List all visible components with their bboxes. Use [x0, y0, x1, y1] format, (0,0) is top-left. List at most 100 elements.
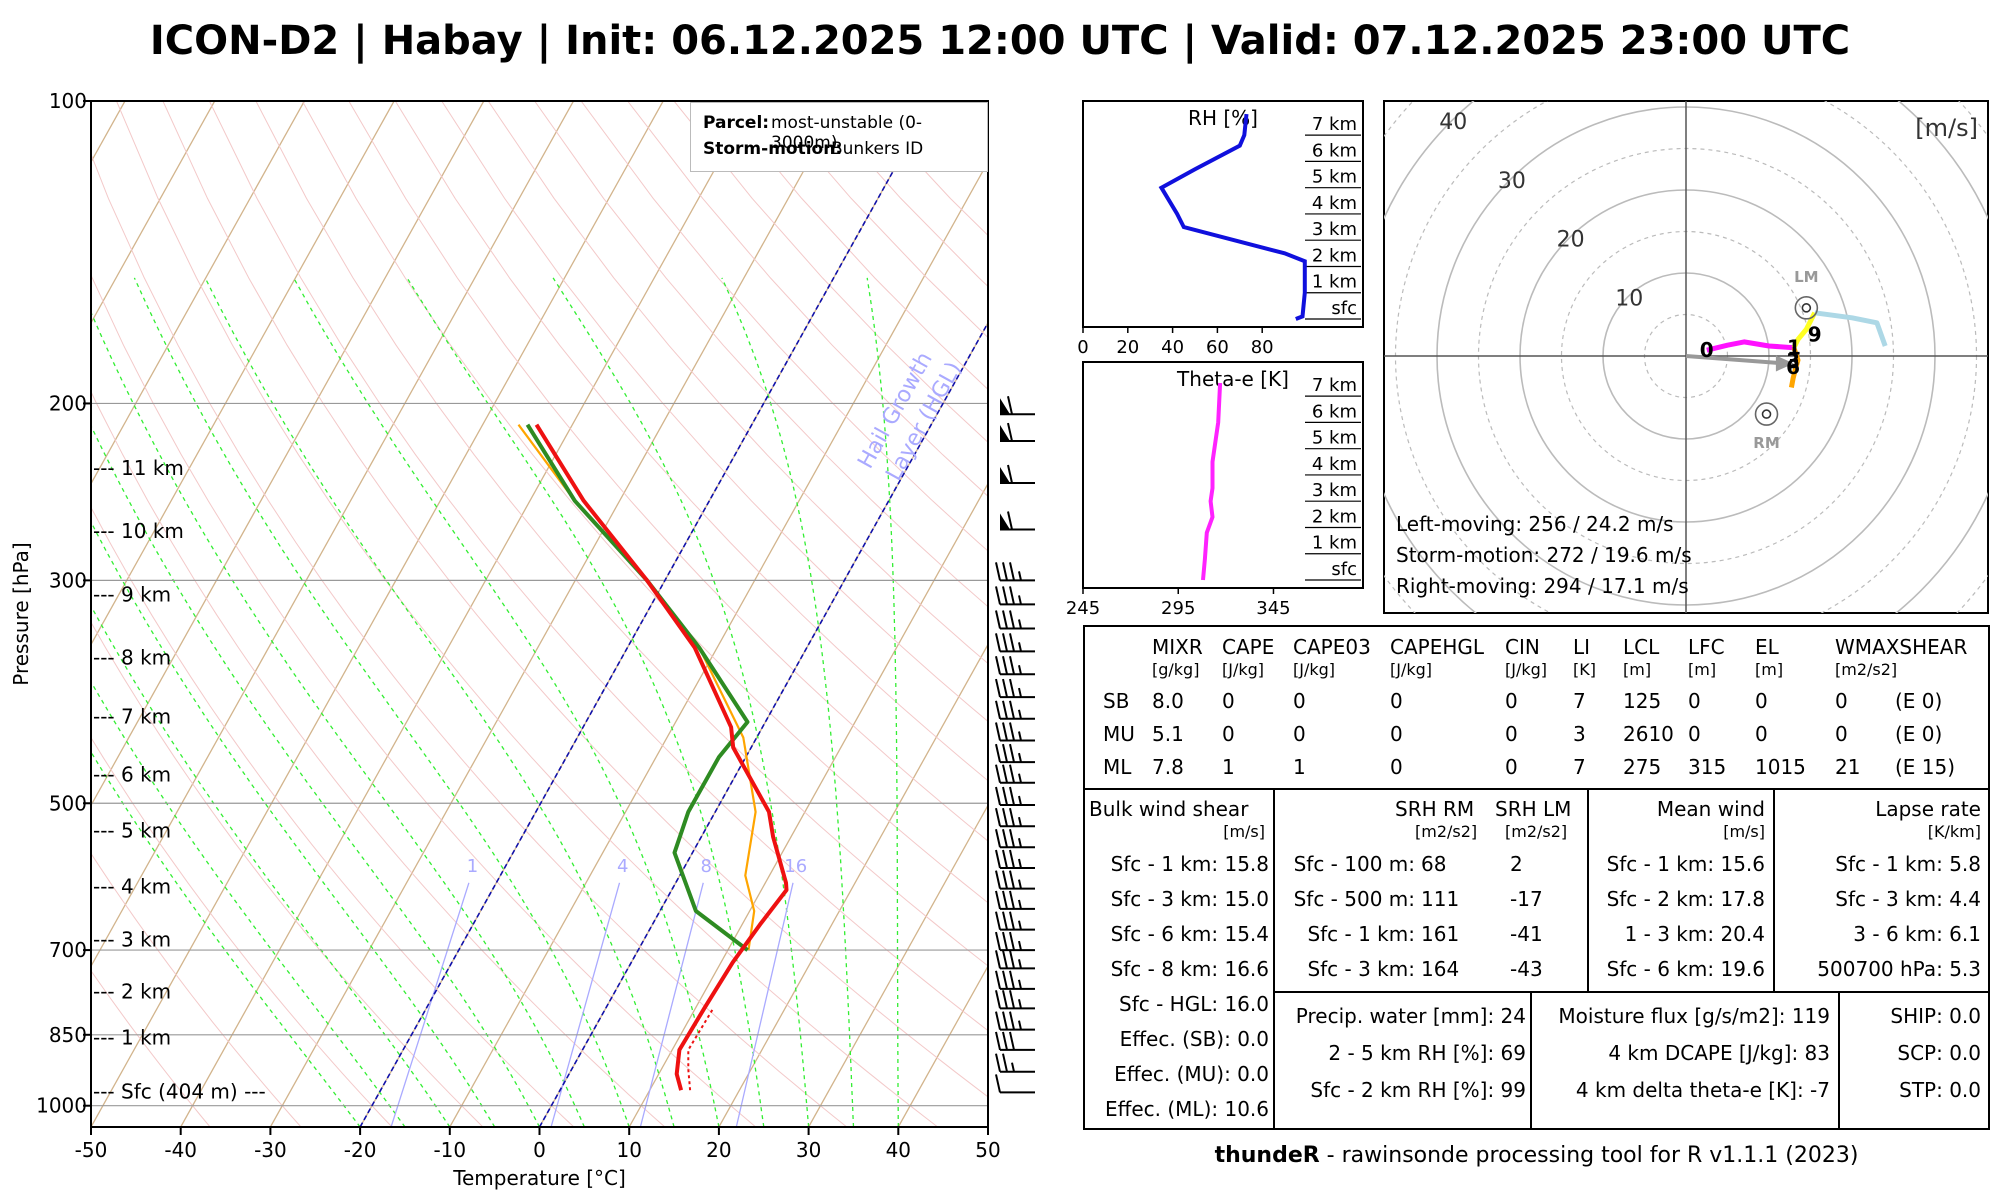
hodo-point-label: 9 [1808, 322, 1822, 346]
height-label: --- 1 km [93, 1025, 171, 1049]
rh-height-label: 1 km [1312, 272, 1357, 293]
index-value: (E 15) [1895, 755, 1956, 779]
srh-row-label: Sfc - 3 km: [1307, 957, 1415, 981]
x-tick-label: 30 [796, 1138, 821, 1162]
thetae-tick-label: 245 [1066, 598, 1100, 619]
index-value: 7 [1573, 689, 1586, 713]
lapse-rate-row: Sfc - 1 km: 5.8 [1835, 852, 1981, 876]
hodo-segment [1791, 311, 1817, 349]
table-divider [1838, 991, 1840, 1130]
temperature-profile-line [534, 423, 789, 1091]
rh-tick-label: 60 [1206, 337, 1229, 358]
height-label: --- Sfc (404 m) --- [93, 1080, 266, 1104]
composite-index-row: STP: 0.0 [1899, 1078, 1981, 1102]
index-value: 7 [1573, 755, 1586, 779]
height-label: --- 11 km [93, 456, 184, 480]
index-value: 125 [1623, 689, 1662, 713]
index-header: CIN [1505, 635, 1540, 659]
bulk-shear-row: Sfc - 3 km: 15.0 [1110, 887, 1269, 911]
index-unit: [m2/s2] [1835, 660, 1898, 679]
index-value: 1 [1222, 755, 1235, 779]
srh-unit: [m2/s2] [1505, 822, 1568, 841]
parcel-value: most-unstable (0-3000m) [771, 113, 923, 153]
index-value: 275 [1623, 755, 1662, 779]
bulk-shear-title: Bulk wind shear [1089, 797, 1249, 821]
storm-motion-value: Bunkers ID [831, 139, 924, 159]
wind-barb [1000, 511, 1035, 531]
bulk-shear-row: Sfc - 6 km: 15.4 [1110, 922, 1269, 946]
wind-barb [995, 970, 1035, 990]
bulk-shear-row: Effec. (SB): 0.0 [1119, 1027, 1269, 1051]
parcel-label: Parcel: [703, 113, 770, 133]
wind-barbs [995, 396, 1035, 1094]
srh-rm-value: 164 [1421, 957, 1460, 981]
thetae-height-label: 1 km [1312, 533, 1357, 554]
height-label: --- 8 km [93, 645, 171, 669]
srh-lm-value: 2 [1510, 852, 1523, 876]
dry-adiabat [91, 152, 848, 1127]
hodo-legend-line: Left-moving: 256 / 24.2 m/s [1396, 512, 1674, 536]
hodo-ring-label: 40 [1439, 110, 1467, 135]
wind-barb [995, 911, 1035, 931]
wind-barb [995, 870, 1035, 890]
thetae-height-label: 5 km [1312, 428, 1357, 449]
dry-adiabat [91, 273, 757, 1127]
index-unit: [K] [1573, 660, 1596, 679]
index-value: 0 [1293, 689, 1306, 713]
x-tick-label: 40 [886, 1138, 911, 1162]
lm-marker [1794, 296, 1819, 320]
wind-barb [995, 633, 1035, 653]
mixing-ratio-line [639, 882, 704, 1127]
srh-row-label: Sfc - 100 m: [1293, 852, 1415, 876]
index-header: EL [1755, 635, 1779, 659]
x-tick-label: -50 [75, 1138, 108, 1162]
index-value: 0 [1505, 755, 1518, 779]
moist-adiabat [293, 277, 720, 1127]
y-tick-label: 700 [49, 938, 87, 962]
height-label: --- 7 km [93, 705, 171, 729]
thetae-title: Theta-e [K] [1176, 367, 1289, 391]
dry-adiabat [487, 101, 988, 665]
index-row-label: ML [1103, 755, 1132, 779]
index-row-label: MU [1103, 722, 1135, 746]
index-header: CAPE [1222, 635, 1275, 659]
storm-motion-vector [1685, 354, 1787, 366]
composite-index-row: SCP: 0.0 [1897, 1041, 1981, 1065]
hodo-point-label: 3 [1786, 349, 1800, 373]
index-value: 0 [1390, 689, 1403, 713]
isotherm [718, 643, 988, 1127]
x-tick-label: -40 [164, 1138, 197, 1162]
index-value: 0 [1222, 722, 1235, 746]
lm-label: LM [1794, 268, 1819, 286]
hgl-line-warm [538, 321, 988, 1127]
virtual-temp-line [687, 1007, 715, 1091]
index-header: LCL [1623, 635, 1660, 659]
isotherm [628, 482, 988, 1127]
parcel-info-box: Parcel: most-unstable (0-3000m) Storm-mo… [690, 102, 988, 172]
hodo-legend-line: Storm-motion: 272 / 19.6 m/s [1396, 543, 1692, 567]
index-value: 1015 [1755, 755, 1806, 779]
y-tick-label: 200 [49, 391, 87, 415]
index-value: 0 [1835, 722, 1848, 746]
hodo-segment [1706, 339, 1795, 353]
table-divider [1085, 788, 1988, 790]
hgl-line-cold [359, 101, 933, 1127]
rh-tick-label: 0 [1077, 337, 1088, 358]
rh-height-label: sfc [1331, 298, 1357, 319]
dry-adiabat [162, 101, 988, 1098]
index-value: (E 0) [1895, 689, 1943, 713]
hodo-legend-line: Right-moving: 294 / 17.1 m/s [1396, 574, 1689, 598]
srh-lm-value: -17 [1510, 887, 1543, 911]
wind-barb [995, 722, 1035, 742]
bulk-shear-unit: [m/s] [1223, 822, 1265, 841]
index-value: 0 [1835, 689, 1848, 713]
index-value: 0 [1390, 722, 1403, 746]
moist-adiabat [91, 520, 496, 1127]
lapse-rate-title: Lapse rate [1875, 797, 1981, 821]
table-divider [1773, 788, 1775, 991]
isotherm [91, 101, 664, 1127]
lapse-rate-row: 3 - 6 km: 6.1 [1853, 922, 1981, 946]
index-value: 7.8 [1152, 755, 1184, 779]
wind-barb [995, 931, 1035, 952]
index-value: 21 [1835, 755, 1861, 779]
